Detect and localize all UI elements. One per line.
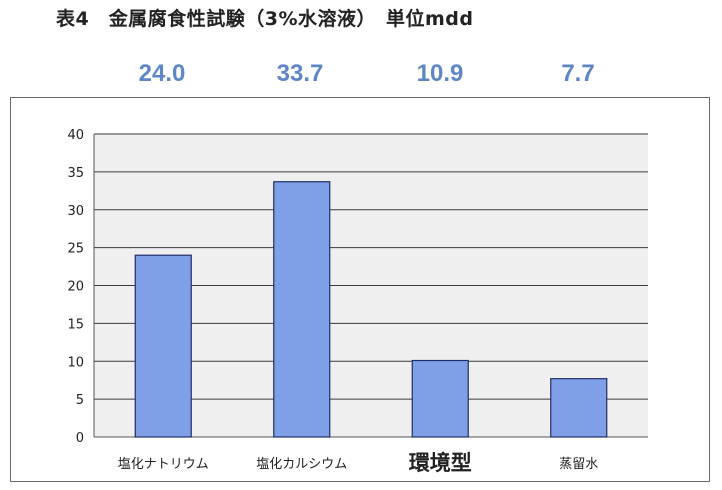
x-label-eco-type: 環境型 [409, 451, 472, 475]
x-label-sodium-chloride: 塩化ナトリウム [118, 457, 209, 472]
value-label-distilled-water: 7.7 [561, 60, 595, 87]
bar-eco-type [411, 359, 469, 438]
x-label-calcium-chloride: 塩化カルシウム [256, 457, 347, 472]
y-tick-label: 5 [76, 393, 84, 408]
y-tick-label: 25 [67, 242, 84, 257]
y-tick-label: 40 [67, 128, 84, 143]
y-tick-label: 0 [76, 431, 84, 446]
y-tick-label: 30 [67, 204, 84, 219]
y-tick-label: 10 [67, 355, 84, 370]
bar-sodium-chloride [134, 254, 192, 438]
chart-title: 表4 金属腐食性試験（3%水溶液） 単位mdd [56, 8, 474, 30]
y-tick-label: 35 [67, 166, 84, 181]
x-label-distilled-water: 蒸留水 [559, 457, 598, 472]
bar-distilled-water [550, 378, 608, 438]
value-label-calcium-chloride: 33.7 [276, 60, 324, 87]
bar-calcium-chloride [273, 181, 331, 438]
value-label-eco-type: 10.9 [416, 60, 464, 87]
y-tick-label: 15 [67, 317, 84, 332]
value-label-sodium-chloride: 24.0 [138, 60, 186, 87]
y-tick-label: 20 [67, 280, 84, 295]
